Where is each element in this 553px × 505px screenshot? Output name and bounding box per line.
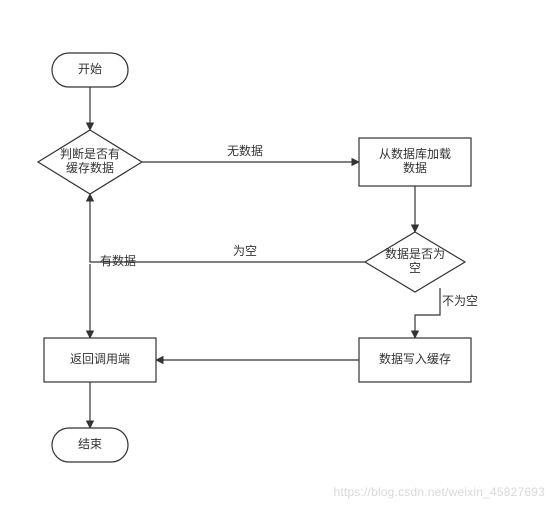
node-check: 判断是否有缓存数据 (38, 130, 142, 194)
node-isempty: 数据是否为空 (365, 232, 465, 292)
node-label-isempty-1: 空 (409, 261, 421, 275)
node-writecache: 数据写入缓存 (359, 338, 471, 382)
node-load: 从数据库加载数据 (359, 138, 471, 186)
node-label-check-0: 判断是否有 (60, 146, 120, 161)
flowchart-canvas: 无数据为空有数据不为空 开始判断是否有缓存数据 从数据库加载数据数据是否为空数据写入… (0, 0, 553, 505)
node-label-load-1: 数据 (403, 160, 427, 175)
node-end: 结束 (52, 428, 128, 462)
edge-label-isempty-check: 为空 (233, 244, 257, 258)
edge-isempty-check (90, 194, 365, 262)
node-label-load-0: 从数据库加载 (379, 146, 451, 161)
edge-label-check-load: 无数据 (227, 143, 263, 158)
node-return: 返回调用端 (44, 338, 156, 382)
node-label-check-1: 缓存数据 (66, 160, 114, 175)
edge-isempty-writecache (415, 288, 440, 338)
edge-label-isempty-writecache: 不为空 (442, 294, 478, 308)
edge-label-check-return: 有数据 (100, 253, 136, 268)
node-label-return: 返回调用端 (70, 352, 130, 366)
node-start: 开始 (52, 53, 128, 87)
node-label-isempty-0: 数据是否为 (385, 246, 445, 261)
node-label-start: 开始 (78, 62, 102, 76)
node-label-end: 结束 (78, 437, 102, 451)
node-label-writecache: 数据写入缓存 (379, 351, 451, 366)
